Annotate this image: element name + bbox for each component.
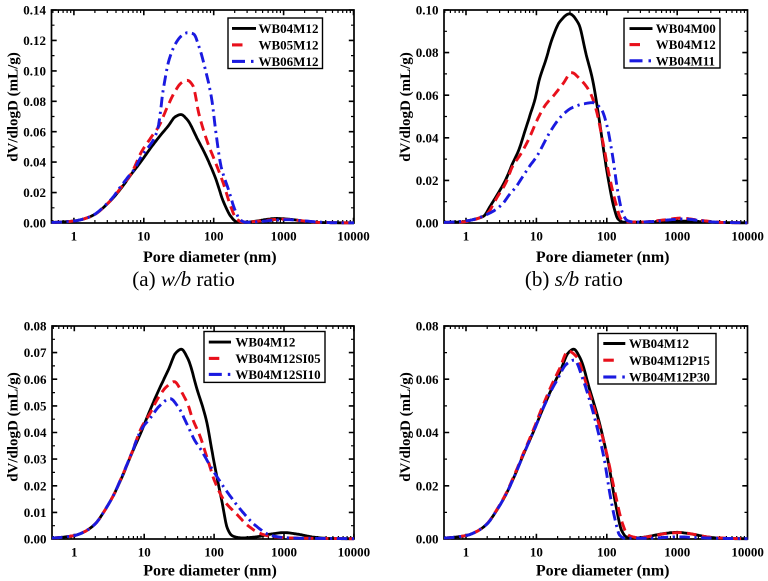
svg-text:0.02: 0.02	[416, 173, 439, 188]
svg-text:0.08: 0.08	[416, 45, 439, 60]
svg-text:10000: 10000	[731, 229, 764, 244]
svg-text:0.02: 0.02	[416, 478, 439, 493]
svg-text:WB04M12P30: WB04M12P30	[629, 370, 710, 385]
svg-text:WB04M12: WB04M12	[259, 21, 319, 36]
svg-text:1000: 1000	[664, 545, 690, 560]
svg-text:100: 100	[204, 229, 224, 244]
svg-text:1: 1	[463, 229, 470, 244]
svg-text:Pore diameter (nm): Pore diameter (nm)	[536, 563, 670, 580]
svg-text:1000: 1000	[271, 545, 297, 560]
svg-text:dV/dlogD (mL/g): dV/dlogD (mL/g)	[6, 52, 22, 162]
svg-text:WB04M12: WB04M12	[656, 37, 716, 52]
svg-text:0.12: 0.12	[23, 33, 46, 48]
svg-text:0.02: 0.02	[24, 478, 47, 493]
svg-text:dV/dlogD (mL/g): dV/dlogD (mL/g)	[398, 52, 414, 162]
svg-text:0.06: 0.06	[416, 88, 439, 103]
svg-text:0.00: 0.00	[416, 532, 439, 547]
svg-text:dV/dlogD (mL/g): dV/dlogD (mL/g)	[398, 372, 414, 482]
svg-text:0.06: 0.06	[23, 124, 46, 139]
svg-text:0.06: 0.06	[24, 372, 47, 387]
svg-text:0.05: 0.05	[24, 399, 47, 414]
svg-text:WB05M12: WB05M12	[259, 38, 319, 53]
svg-text:10000: 10000	[338, 545, 371, 560]
svg-text:0.04: 0.04	[416, 130, 439, 145]
svg-text:10: 10	[530, 229, 543, 244]
svg-text:10: 10	[530, 545, 543, 560]
svg-text:0.01: 0.01	[24, 505, 47, 520]
svg-text:0.04: 0.04	[23, 155, 46, 170]
svg-text:0.10: 0.10	[416, 3, 439, 18]
svg-text:WB04M12P15: WB04M12P15	[629, 353, 710, 368]
svg-text:0.14: 0.14	[23, 3, 46, 18]
svg-text:WB04M11: WB04M11	[656, 53, 715, 68]
svg-text:0.00: 0.00	[23, 216, 46, 231]
svg-text:WB04M12SI10: WB04M12SI10	[235, 367, 320, 382]
svg-text:1000: 1000	[271, 229, 297, 244]
svg-text:0.07: 0.07	[24, 345, 47, 360]
svg-text:100: 100	[204, 545, 224, 560]
svg-text:Pore diameter (nm): Pore diameter (nm)	[536, 249, 670, 266]
svg-text:10: 10	[137, 229, 150, 244]
svg-text:Pore diameter (nm): Pore diameter (nm)	[143, 563, 277, 580]
svg-text:0.08: 0.08	[416, 319, 439, 334]
svg-text:Pore diameter (nm): Pore diameter (nm)	[143, 249, 277, 266]
svg-text:10000: 10000	[731, 545, 764, 560]
svg-text:1: 1	[71, 229, 78, 244]
svg-text:0.10: 0.10	[23, 64, 46, 79]
svg-text:10000: 10000	[337, 229, 370, 244]
svg-text:(b) s/b ratio: (b) s/b ratio	[525, 267, 623, 291]
svg-text:10: 10	[138, 545, 151, 560]
svg-text:WB04M12: WB04M12	[235, 335, 295, 350]
svg-text:dV/dlogD (mL/g): dV/dlogD (mL/g)	[6, 372, 22, 482]
svg-text:WB04M12SI05: WB04M12SI05	[235, 351, 321, 366]
svg-text:1000: 1000	[664, 229, 690, 244]
svg-text:100: 100	[597, 229, 617, 244]
svg-text:1: 1	[463, 545, 470, 560]
svg-text:0.06: 0.06	[416, 372, 439, 387]
svg-text:0.08: 0.08	[23, 94, 46, 109]
svg-text:0.04: 0.04	[24, 425, 47, 440]
svg-text:0.00: 0.00	[416, 216, 439, 231]
svg-text:WB04M00: WB04M00	[656, 21, 716, 36]
svg-text:(a) w/b ratio: (a) w/b ratio	[132, 267, 235, 291]
svg-text:0.04: 0.04	[416, 425, 439, 440]
svg-text:0.00: 0.00	[24, 532, 47, 547]
svg-text:0.02: 0.02	[23, 185, 46, 200]
svg-text:WB06M12: WB06M12	[259, 54, 319, 69]
svg-text:WB04M12: WB04M12	[629, 336, 689, 351]
svg-text:100: 100	[597, 545, 617, 560]
svg-text:0.08: 0.08	[24, 319, 47, 334]
svg-text:0.03: 0.03	[24, 452, 47, 467]
svg-text:1: 1	[71, 545, 78, 560]
